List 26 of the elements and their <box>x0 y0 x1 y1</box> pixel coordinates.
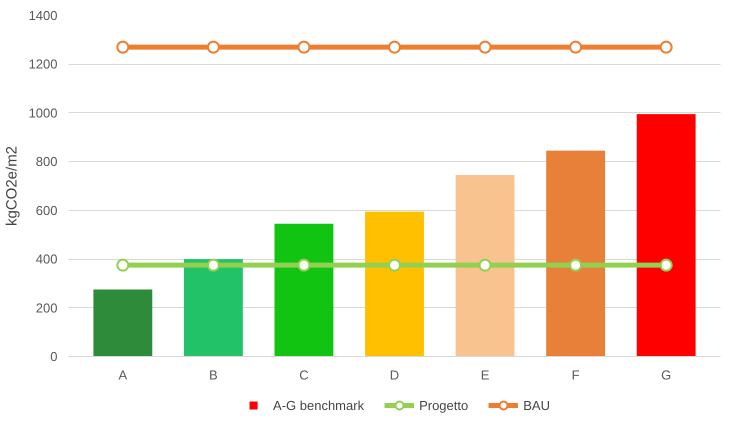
bar <box>636 114 696 356</box>
x-tick-label: B <box>209 368 218 382</box>
legend-label: A-G benchmark <box>273 398 364 412</box>
bar <box>93 290 152 356</box>
x-tick-label: A <box>118 368 128 382</box>
y-tick-label: 1000 <box>28 105 58 120</box>
y-axis-title: kgCO2e/m2 <box>4 146 21 226</box>
y-tick-label: 400 <box>36 252 58 267</box>
bar <box>365 212 424 356</box>
y-tick-label: 800 <box>36 154 58 170</box>
y-tick-label: 200 <box>36 300 58 316</box>
x-tick-label: C <box>299 368 309 382</box>
y-tick-label: 1200 <box>28 56 58 72</box>
x-tick-label: G <box>661 368 672 382</box>
bar <box>546 150 606 356</box>
x-tick-label: E <box>480 368 490 382</box>
y-tick-label: 0 <box>50 349 58 364</box>
legend-label: BAU <box>523 398 550 412</box>
bar <box>456 175 514 356</box>
legend-label: Progetto <box>419 398 468 412</box>
x-tick-label: D <box>390 368 400 382</box>
y-tick-label: 600 <box>36 202 58 218</box>
bar <box>184 259 243 356</box>
y-tick-label: 1400 <box>28 8 58 23</box>
x-tick-label: F <box>572 368 580 382</box>
bar <box>274 224 334 356</box>
